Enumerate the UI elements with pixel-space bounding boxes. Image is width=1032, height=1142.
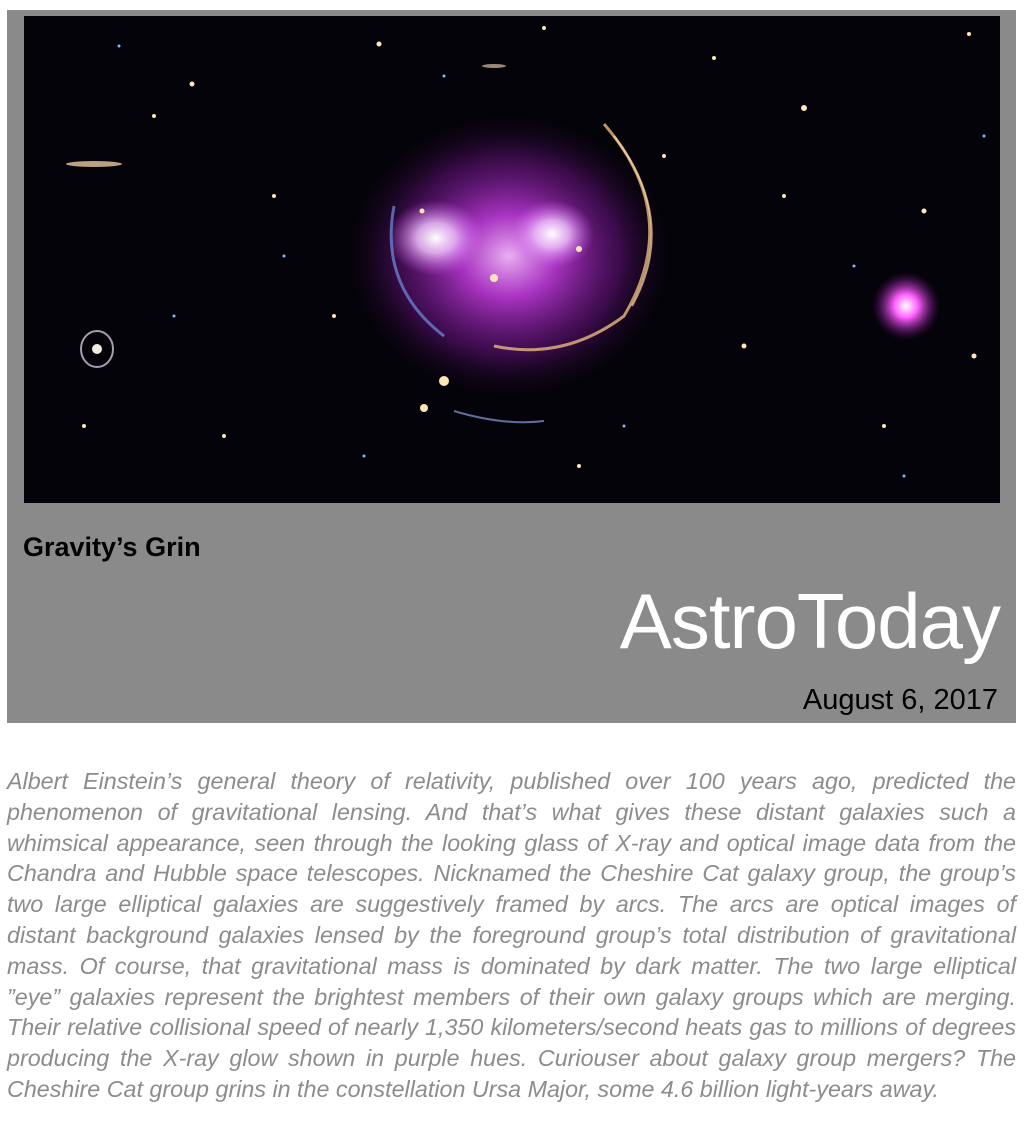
galaxy-photo xyxy=(24,16,1000,503)
article-subtitle: Gravity’s Grin xyxy=(23,532,201,562)
publication-date: August 6, 2017 xyxy=(802,684,998,716)
brand-title: AstroToday xyxy=(619,577,1001,665)
article-body: Albert Einstein’s general theory of rela… xyxy=(7,768,1016,1102)
header-panel: Gravity’s Grin AstroToday August 6, 2017 xyxy=(7,10,1016,723)
